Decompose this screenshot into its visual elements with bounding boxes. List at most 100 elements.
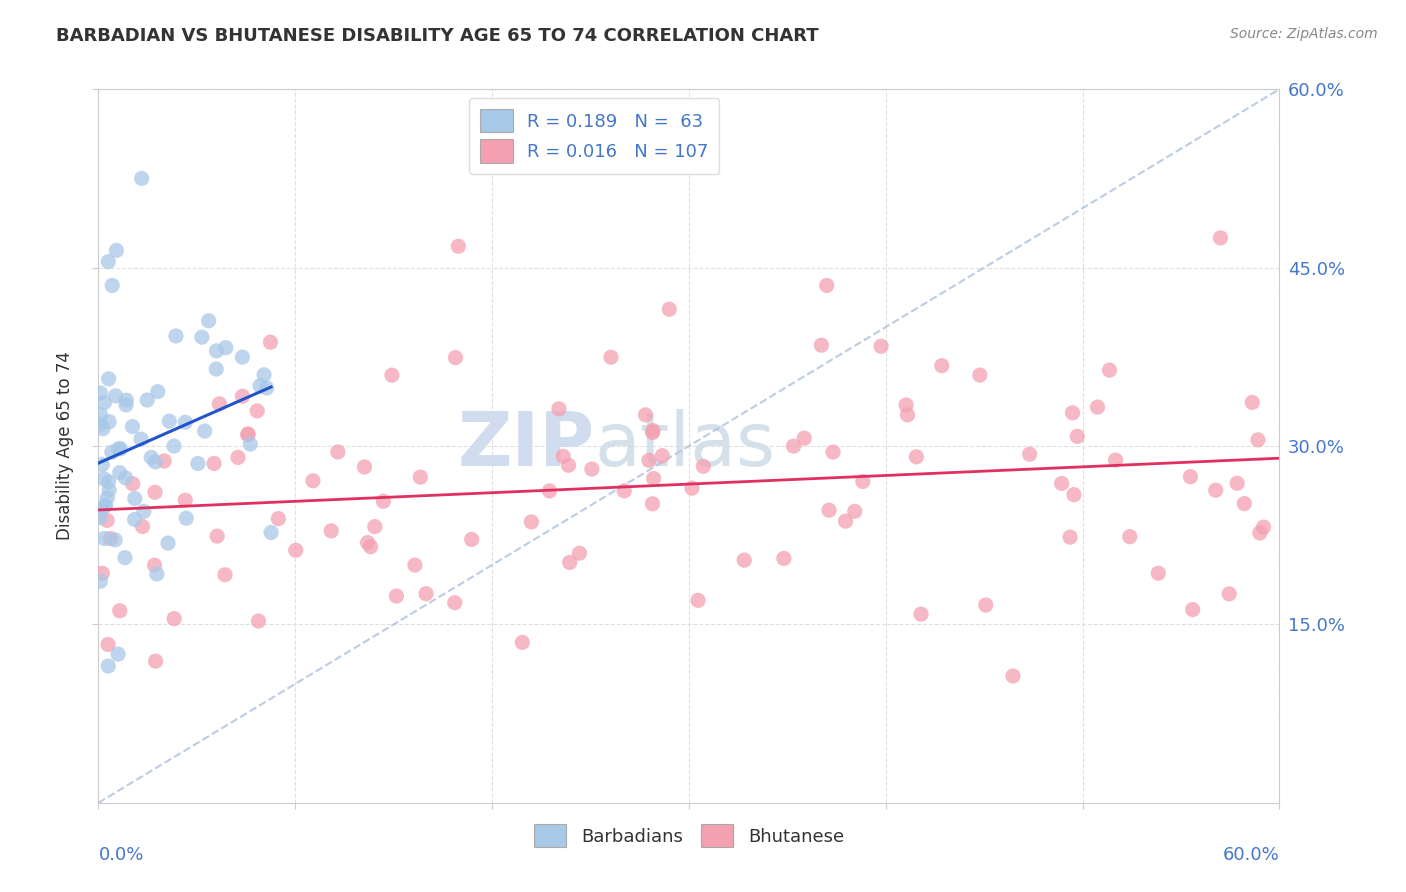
Point bbox=[94, 499, 117, 513]
Point bbox=[686, 593, 709, 607]
Point bbox=[98, 483, 121, 498]
Point bbox=[356, 535, 378, 549]
Point bbox=[101, 445, 124, 459]
Point bbox=[205, 343, 228, 358]
Point bbox=[97, 638, 120, 652]
Point bbox=[104, 389, 127, 403]
Point bbox=[1050, 476, 1073, 491]
Point bbox=[96, 513, 118, 527]
Text: Source: ZipAtlas.com: Source: ZipAtlas.com bbox=[1230, 27, 1378, 41]
Point bbox=[143, 485, 166, 500]
Point bbox=[538, 483, 561, 498]
Point bbox=[202, 457, 225, 471]
Point bbox=[1253, 520, 1275, 534]
Point bbox=[114, 550, 136, 565]
Point bbox=[520, 515, 543, 529]
Point bbox=[1098, 363, 1121, 377]
Point bbox=[905, 450, 928, 464]
Point bbox=[641, 425, 664, 440]
Point bbox=[1218, 587, 1240, 601]
Point bbox=[844, 504, 866, 518]
Point bbox=[143, 455, 166, 469]
Point bbox=[165, 329, 187, 343]
Point bbox=[1066, 429, 1088, 443]
Point bbox=[107, 442, 129, 456]
Point bbox=[191, 330, 214, 344]
Point bbox=[110, 442, 132, 456]
Point bbox=[93, 395, 115, 409]
Point bbox=[568, 546, 591, 560]
Point bbox=[97, 475, 120, 489]
Point bbox=[174, 493, 197, 508]
Point bbox=[1181, 602, 1204, 616]
Point bbox=[1205, 483, 1227, 498]
Point bbox=[105, 244, 128, 258]
Point bbox=[969, 368, 991, 382]
Point bbox=[818, 503, 841, 517]
Point bbox=[174, 415, 197, 429]
Point bbox=[187, 457, 209, 471]
Point bbox=[107, 647, 129, 661]
Point bbox=[1059, 530, 1081, 544]
Point bbox=[174, 511, 197, 525]
Point bbox=[557, 458, 579, 473]
Point bbox=[651, 449, 673, 463]
Point bbox=[641, 424, 664, 438]
Point bbox=[253, 368, 276, 382]
Point bbox=[581, 462, 603, 476]
Point bbox=[447, 239, 470, 253]
Point bbox=[94, 499, 117, 513]
Point bbox=[231, 389, 253, 403]
Point bbox=[143, 558, 166, 573]
Point bbox=[834, 514, 856, 528]
Point bbox=[1233, 497, 1256, 511]
Text: ZIP: ZIP bbox=[457, 409, 595, 483]
Point bbox=[896, 408, 918, 422]
Point bbox=[131, 171, 153, 186]
Point bbox=[381, 368, 404, 383]
Point bbox=[239, 437, 262, 451]
Point bbox=[104, 533, 127, 547]
Point bbox=[1062, 406, 1084, 420]
Point bbox=[97, 372, 120, 386]
Point bbox=[146, 384, 169, 399]
Point bbox=[131, 519, 153, 533]
Point bbox=[121, 419, 143, 434]
Point bbox=[260, 525, 283, 540]
Text: 0.0%: 0.0% bbox=[98, 846, 143, 863]
Point bbox=[208, 397, 231, 411]
Point bbox=[236, 428, 259, 442]
Point bbox=[1001, 669, 1024, 683]
Point bbox=[553, 450, 575, 464]
Point bbox=[444, 351, 467, 365]
Point bbox=[852, 475, 875, 489]
Point bbox=[115, 398, 138, 412]
Point bbox=[443, 596, 465, 610]
Point bbox=[205, 529, 228, 543]
Point bbox=[641, 497, 664, 511]
Point bbox=[205, 362, 228, 376]
Point bbox=[97, 254, 120, 268]
Point bbox=[1147, 566, 1170, 581]
Point bbox=[815, 278, 838, 293]
Point bbox=[548, 401, 571, 416]
Point bbox=[156, 536, 179, 550]
Point bbox=[910, 607, 932, 621]
Point bbox=[93, 532, 115, 546]
Point bbox=[658, 302, 681, 317]
Point bbox=[163, 439, 186, 453]
Point bbox=[793, 431, 815, 445]
Point bbox=[733, 553, 755, 567]
Point bbox=[89, 417, 111, 431]
Point bbox=[247, 614, 270, 628]
Point bbox=[132, 504, 155, 518]
Point bbox=[1241, 395, 1264, 409]
Point bbox=[773, 551, 796, 566]
Point bbox=[360, 540, 382, 554]
Point bbox=[870, 339, 893, 353]
Point bbox=[302, 474, 325, 488]
Text: BARBADIAN VS BHUTANESE DISABILITY AGE 65 TO 74 CORRELATION CHART: BARBADIAN VS BHUTANESE DISABILITY AGE 65… bbox=[56, 27, 818, 45]
Point bbox=[613, 483, 636, 498]
Text: atlas: atlas bbox=[595, 409, 776, 483]
Point bbox=[931, 359, 953, 373]
